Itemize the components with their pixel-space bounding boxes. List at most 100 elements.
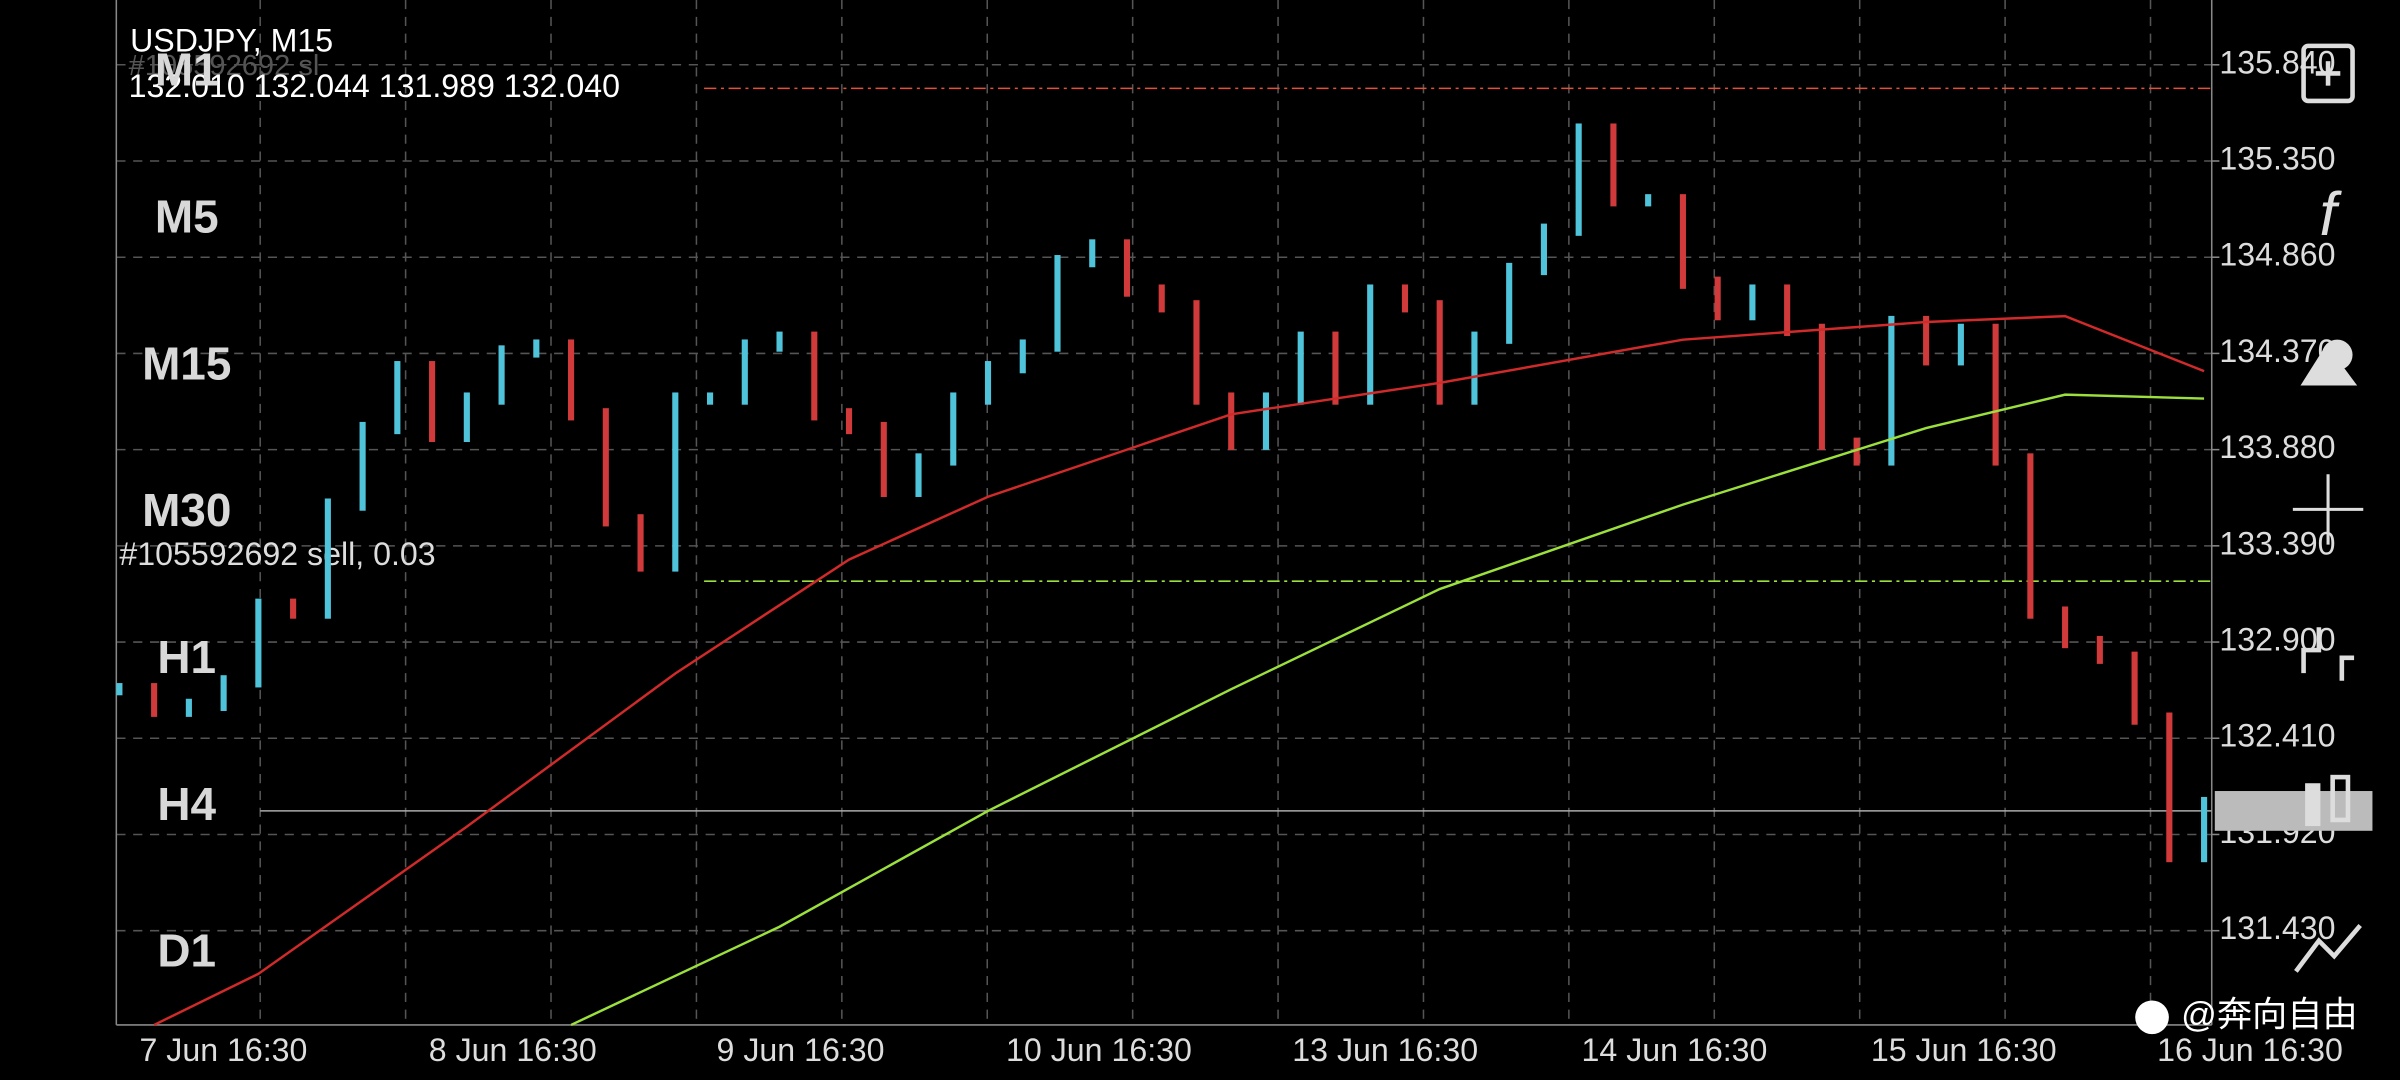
timeframe-button[interactable]: D1 <box>157 925 216 977</box>
price-bar <box>429 361 436 443</box>
price-bar <box>741 339 748 405</box>
price-bar <box>1089 239 1096 268</box>
price-bar <box>2131 651 2138 725</box>
price-bar <box>2201 796 2208 863</box>
price-bar <box>1158 284 1165 313</box>
price-bar <box>1749 284 1756 321</box>
y-tick-label: 134.860 <box>2219 237 2335 273</box>
price-bar <box>1714 276 1721 321</box>
plot: #105592692 sell, 0.03 <box>116 87 2212 1027</box>
x-tick-label: 8 Jun 16:30 <box>429 1032 597 1068</box>
price-bar <box>2166 712 2173 863</box>
price-bar <box>2062 606 2069 649</box>
price-bar <box>1784 284 1791 336</box>
price-bar <box>776 331 783 352</box>
moving-average <box>153 314 2205 1027</box>
grid <box>116 0 2212 1025</box>
icon-part <box>2321 339 2353 371</box>
price-bar <box>1575 123 1582 236</box>
price-bar <box>324 498 331 619</box>
x-tick-label: 9 Jun 16:30 <box>717 1032 885 1068</box>
price-bar <box>915 453 922 497</box>
x-tick-label: 14 Jun 16:30 <box>1582 1032 1768 1068</box>
x-tick-label: 13 Jun 16:30 <box>1292 1032 1478 1068</box>
price-bar <box>2027 453 2034 619</box>
price-bar <box>1957 323 1964 366</box>
timeframe-button[interactable]: M1 <box>155 44 219 96</box>
price-bar <box>1436 300 1443 405</box>
moving-average <box>570 393 2205 1027</box>
timeframe-button[interactable]: W1 <box>152 1072 221 1080</box>
price-bar <box>1193 300 1200 405</box>
price-bar <box>1471 331 1478 405</box>
timeframe-button[interactable]: M5 <box>155 190 219 242</box>
price-bar <box>1888 315 1895 466</box>
price-bar <box>1923 315 1930 366</box>
price-bar <box>359 421 366 511</box>
price-bar <box>1818 323 1825 450</box>
x-tick-label: 16 Jun 16:30 <box>2157 1032 2343 1068</box>
price-bar <box>637 514 644 572</box>
order-sl-label: #105592692 sl <box>129 50 320 82</box>
price-bar <box>1853 437 1860 466</box>
price-bar <box>1297 331 1304 405</box>
y-tick-label: 133.390 <box>2219 525 2335 561</box>
price-bar <box>185 698 192 717</box>
axes: 135.840135.350134.860134.370133.880133.3… <box>139 44 2373 1068</box>
price-bar <box>533 339 540 358</box>
price-bar <box>498 345 505 405</box>
icon-part <box>2330 774 2351 823</box>
candles-icon[interactable] <box>2305 783 2321 827</box>
price-bar <box>1054 255 1061 352</box>
price-bar <box>1645 194 1652 207</box>
watermark-logo <box>2135 1000 2169 1035</box>
bars-icon[interactable] <box>2301 627 2355 681</box>
timeframe-button[interactable]: H4 <box>157 778 216 830</box>
price-bar <box>463 392 470 443</box>
price-bar <box>394 361 401 435</box>
price-bar <box>950 392 957 466</box>
price-bar <box>1401 284 1409 313</box>
price-bar <box>255 598 262 688</box>
price-bar <box>706 392 714 405</box>
level-label: #105592692 sell, 0.03 <box>119 536 435 572</box>
price-bar <box>1610 123 1617 207</box>
price-bar <box>1506 262 1513 344</box>
price-bar <box>151 683 158 717</box>
new-order-icon[interactable] <box>2301 43 2355 104</box>
line-chart-icon[interactable] <box>2294 924 2362 973</box>
price-bar <box>602 408 609 527</box>
timeframe-button[interactable]: M15 <box>142 337 231 389</box>
price-bar <box>1019 339 1026 374</box>
price-bar <box>1992 323 1999 466</box>
price-bar <box>116 683 123 696</box>
timeframe-list: M1 M5 M15 M30 H1 H4 D1 W1 <box>142 44 231 1080</box>
price-bar <box>1367 284 1374 405</box>
price-bar <box>1679 194 1686 289</box>
watermark: @奔向自由 <box>2181 996 2358 1035</box>
timeframe-button[interactable]: M30 <box>142 484 231 536</box>
y-tick-label: 133.880 <box>2219 429 2335 465</box>
price-bar <box>568 339 575 421</box>
price-bar <box>1332 331 1339 405</box>
y-tick-label: 131.430 <box>2219 910 2335 946</box>
timeframe-button[interactable]: H1 <box>157 631 216 683</box>
price-bar <box>984 361 992 405</box>
y-tick-label: 135.350 <box>2219 140 2335 176</box>
price-bar <box>845 408 853 435</box>
x-tick-label: 7 Jun 16:30 <box>139 1032 307 1068</box>
price-bar <box>220 675 227 712</box>
price-bar <box>1123 239 1131 297</box>
price-bar <box>1262 392 1270 450</box>
price-bar <box>1228 392 1235 450</box>
price-bar <box>880 421 887 497</box>
price-bar <box>2096 635 2103 664</box>
x-tick-label: 15 Jun 16:30 <box>1871 1032 2057 1068</box>
price-bar <box>1540 223 1547 276</box>
price-bar <box>672 392 679 572</box>
ohlc: 132.010 132.044 131.989 132.040 <box>129 68 620 104</box>
